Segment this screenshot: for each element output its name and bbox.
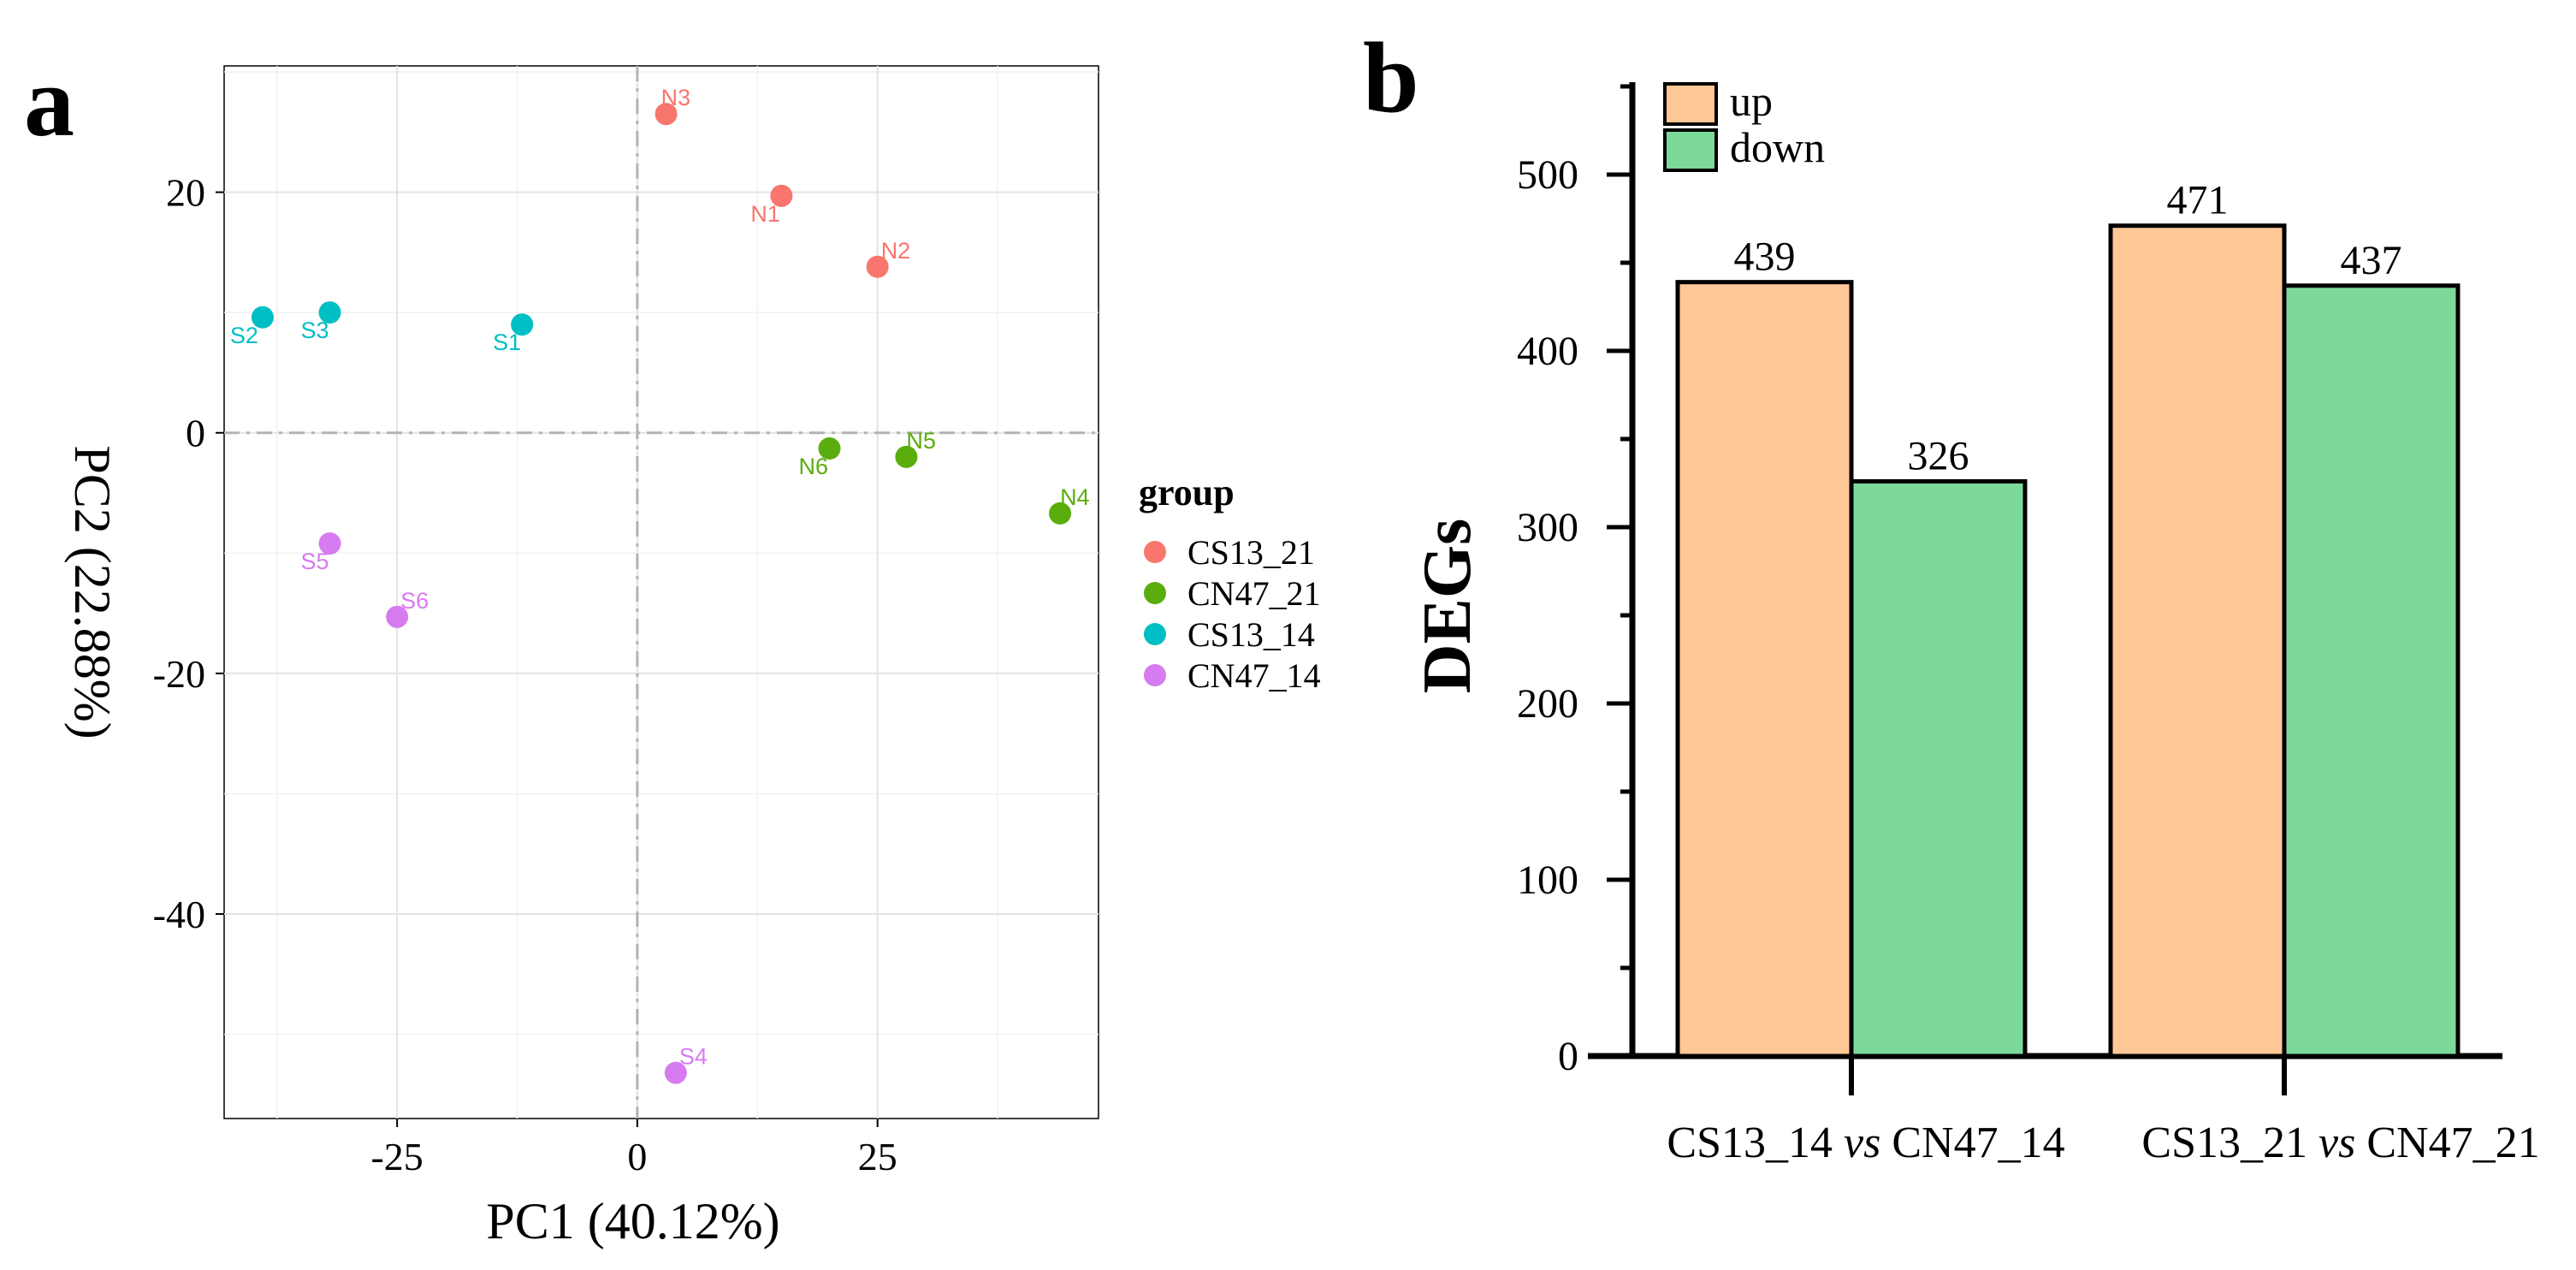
pca-point-n4 (1049, 501, 1072, 525)
bar-bars: 439 471 326 437 (1675, 178, 2461, 1059)
pca-point-label: S6 (400, 588, 429, 614)
bar-down-2 (2282, 283, 2461, 1059)
bar-y-tick-label: 300 (1517, 505, 1578, 550)
pca-point-n2 (866, 255, 889, 278)
pca-point-s1 (511, 313, 534, 336)
bar-category-vs: vs (1844, 1119, 1880, 1167)
pca-legend-title: group (1139, 472, 1235, 513)
pca-point-label: N3 (661, 85, 691, 110)
panel-b-letter: b (1363, 21, 1419, 134)
degs-panel: b 500 400 300 200 100 0 439 471 326 437 CS13_14 … (1363, 21, 2540, 1167)
pca-reference-lines (224, 66, 1099, 1119)
bar-down-1 (1849, 478, 2028, 1059)
pca-legend-label: CS13_14 (1187, 615, 1315, 654)
bar-up-1 (1675, 280, 1854, 1059)
bar-y-tick-label: 500 (1517, 152, 1578, 198)
bar-category-label: CS13_21 vs CN47_21 (2141, 1119, 2539, 1167)
pca-legend-key (1144, 664, 1166, 686)
pca-point-label: N6 (799, 454, 829, 479)
bar-y-tick-label: 0 (1558, 1034, 1578, 1079)
bar-category-right: CN47_14 (1880, 1119, 2064, 1167)
pca-plot-border (223, 65, 1099, 1119)
pca-legend-key (1144, 582, 1166, 604)
pca-y-axis-label: PC2 (22.88%) (64, 445, 121, 739)
pca-point-s2 (251, 306, 274, 329)
panel-a-letter: a (24, 45, 74, 157)
bar-value-label: 437 (2341, 238, 2402, 283)
bar-legend-label: up (1730, 77, 1773, 125)
pca-legend-label: CN47_14 (1187, 656, 1321, 695)
pca-point-n5 (895, 445, 918, 468)
bar-y-tick-label: 400 (1517, 329, 1578, 374)
bar-category-labels: CS13_14 vs CN47_14 CS13_21 vs CN47_21 (1667, 1119, 2539, 1167)
pca-y-tick-label: 0 (186, 412, 205, 455)
bar-category-label: CS13_14 vs CN47_14 (1667, 1119, 2064, 1167)
bar-category-left: CS13_14 (1667, 1119, 1844, 1167)
pca-point-s4 (664, 1061, 687, 1084)
pca-legend-label: CN47_21 (1187, 574, 1321, 613)
pca-point-label: N4 (1060, 484, 1090, 510)
bar-category-right: CN47_21 (2355, 1119, 2539, 1167)
bar-y-axis-label: DEGs (1410, 519, 1485, 694)
pca-point-label: S2 (230, 323, 258, 348)
pca-points: N3 N1 N2 N6 N5 N4 S2 S3 S1 S5 S6 S4 (230, 85, 1090, 1084)
pca-point-s6 (386, 605, 409, 628)
pca-point-n3 (654, 103, 678, 126)
bar-legend-swatch-down (1663, 128, 1718, 172)
bar-value-label: 326 (1908, 433, 1969, 478)
pca-y-tick-label: 20 (166, 171, 205, 215)
pca-panel: a -25 0 25 20 0 -20 -40 N3 N1 N2 N6 N5 N4 S2 S3 S1 S5 S6… (24, 45, 1321, 1249)
pca-ticks: -25 0 25 20 0 -20 -40 (153, 171, 897, 1178)
bar-y-tick-label: 100 (1517, 858, 1578, 903)
bar-y-tick-label: 200 (1517, 681, 1578, 727)
pca-point-n1 (770, 184, 793, 207)
pca-point-n6 (818, 437, 841, 460)
pca-legend-label: CS13_21 (1187, 533, 1315, 572)
bar-up-2 (2108, 223, 2287, 1059)
bar-legend-swatch-up (1663, 82, 1718, 126)
pca-point-label: S3 (301, 318, 329, 343)
pca-legend-key (1144, 541, 1166, 563)
pca-x-tick-label: -25 (370, 1135, 423, 1178)
pca-y-tick-label: -20 (153, 652, 205, 696)
pca-point-label: S4 (679, 1044, 708, 1070)
bar-category-left: CS13_21 (2141, 1119, 2318, 1167)
bar-legend-label: down (1730, 123, 1825, 171)
pca-x-tick-label: 0 (627, 1135, 647, 1178)
pca-legend-key (1144, 623, 1166, 645)
bar-value-label: 439 (1734, 234, 1796, 280)
pca-point-label: N1 (750, 201, 780, 227)
pca-point-s5 (318, 532, 341, 555)
pca-point-label: S5 (301, 549, 329, 574)
pca-x-tick-label: 25 (858, 1135, 897, 1178)
pca-x-axis-label: PC1 (40.12%) (486, 1193, 779, 1249)
pca-point-label: N2 (881, 238, 911, 264)
pca-point-s3 (318, 301, 341, 324)
pca-y-tick-label: -40 (153, 893, 205, 936)
bar-value-label: 471 (2167, 178, 2229, 223)
pca-point-label: N5 (906, 428, 936, 454)
pca-point-label: S1 (493, 329, 521, 355)
bar-category-vs: vs (2318, 1119, 2355, 1167)
